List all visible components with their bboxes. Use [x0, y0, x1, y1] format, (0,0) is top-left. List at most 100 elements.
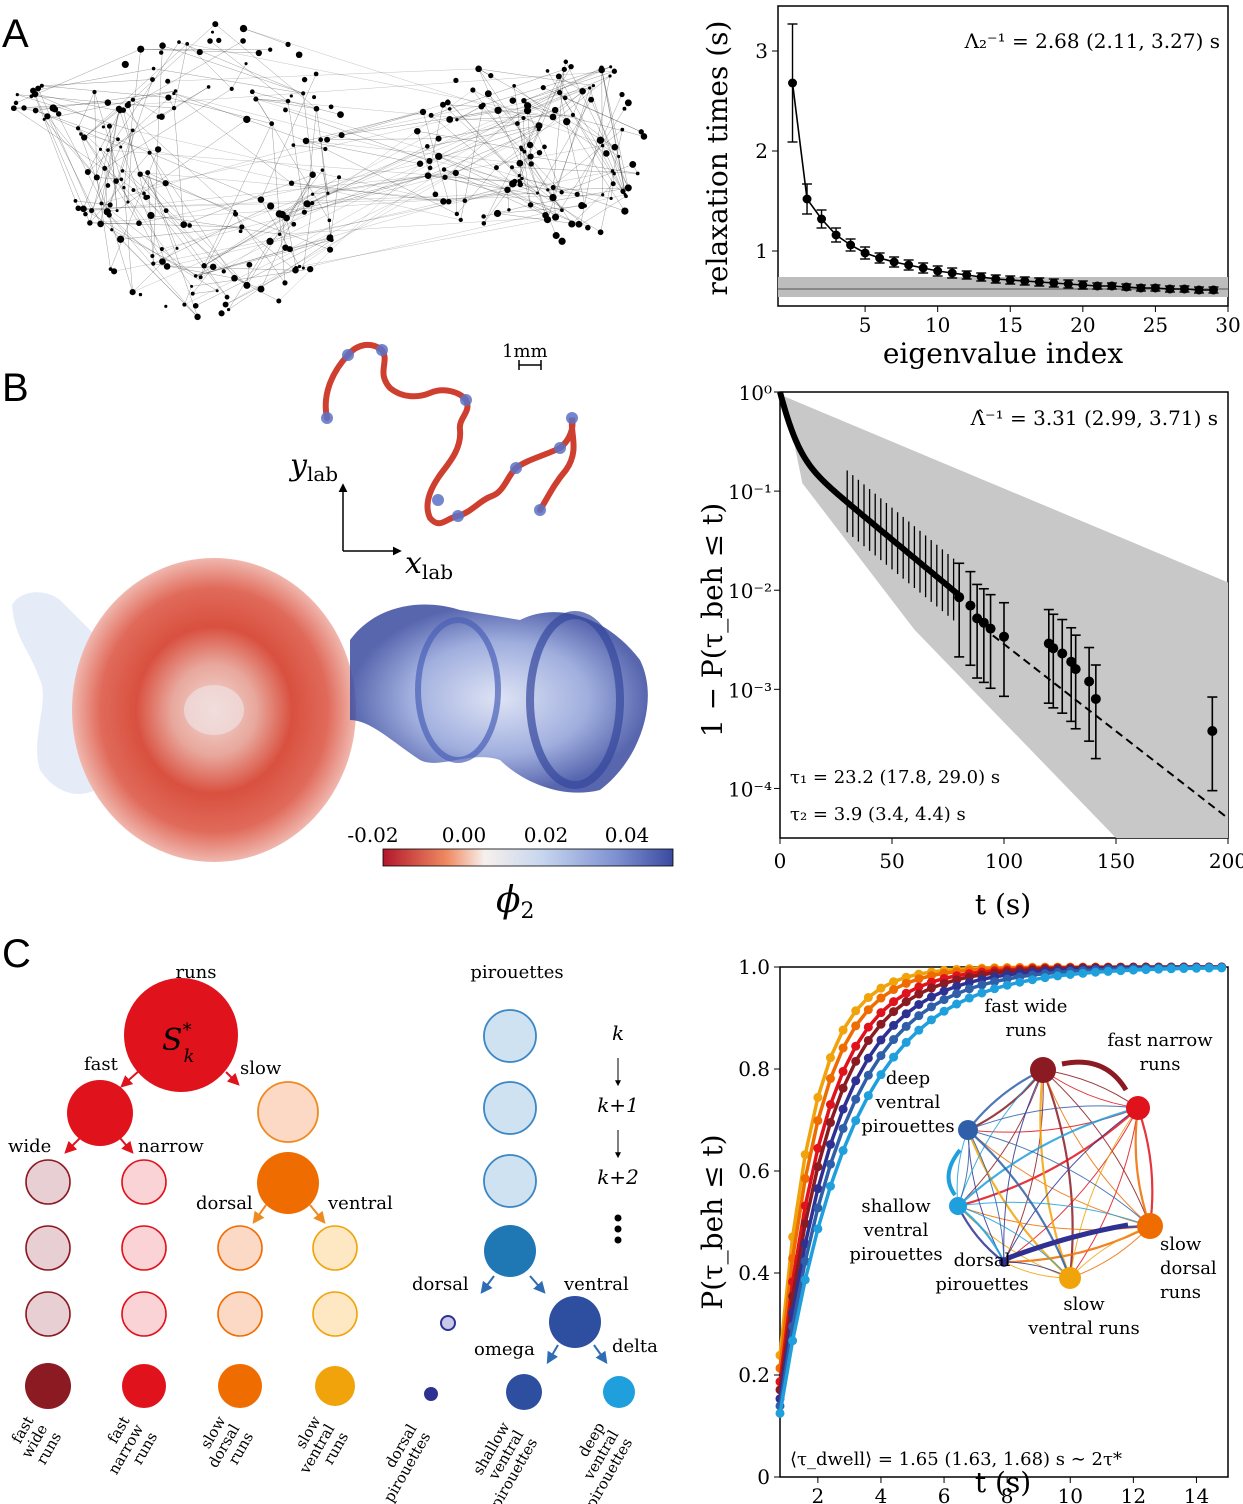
y-tick-label: 10⁻⁴: [728, 777, 772, 801]
cdf-point: [901, 1021, 911, 1031]
trajectory-path: [322, 341, 577, 527]
phi2-embedding: [12, 558, 648, 862]
cdf-point: [800, 1218, 810, 1228]
cdf-point: [939, 1006, 949, 1016]
cdf-point: [1179, 964, 1189, 974]
colorbar: -0.02 0.00 0.02 0.04 ϕ2: [347, 823, 674, 924]
chart-b-ylabel: 1 − P(τ_beh ≤ t): [696, 503, 729, 737]
y-tick-label: 0.4: [738, 1261, 770, 1285]
data-point: [965, 600, 976, 611]
transition-edge: [957, 1201, 1151, 1227]
cdf-point: [889, 977, 899, 987]
cdf-point: [914, 1025, 924, 1035]
data-point: [1121, 282, 1131, 292]
cdf-point: [1015, 977, 1025, 987]
data-point: [831, 230, 841, 240]
cdf-point: [800, 1174, 810, 1184]
y-tick-label: 0.2: [738, 1363, 770, 1387]
transition-edge: [1003, 1107, 1139, 1263]
leaf-node: [25, 1363, 71, 1409]
panel-label-a: A: [2, 12, 29, 56]
cdf-point: [1002, 974, 1012, 984]
transition-edge: [1042, 1069, 1151, 1227]
cdf-point: [952, 975, 962, 985]
leaf-node: [122, 1364, 166, 1408]
data-point: [1005, 275, 1015, 285]
data-point: [976, 272, 986, 282]
cdf-point: [825, 1100, 835, 1110]
tree-delta-label: delta: [612, 1336, 658, 1357]
x-tick-label: 0: [774, 849, 787, 873]
y-tick-label: 0.6: [738, 1159, 770, 1183]
cdf-point: [800, 1150, 810, 1160]
strong-edge: [1007, 1222, 1129, 1261]
cdf-point: [813, 1162, 823, 1172]
tree-p-dorsal-label: dorsal: [412, 1274, 469, 1295]
transition-edge: [1003, 1107, 1139, 1263]
tree-pirouettes-label: pirouettes: [470, 962, 563, 983]
cdf-point: [851, 1056, 861, 1066]
slow-node: [257, 1081, 319, 1143]
data-point: [860, 248, 870, 258]
inset-node: [1030, 1057, 1056, 1083]
colorbar-tick: 0.00: [442, 823, 487, 847]
inset-node: [1126, 1096, 1150, 1120]
cdf-series-line: [778, 965, 1222, 1356]
fit-line: [992, 634, 1229, 820]
data-point: [1090, 693, 1101, 704]
inset-node-label: deep ventral pirouettes: [861, 1068, 954, 1137]
noise-band: [778, 277, 1228, 297]
x-tick-label: 30: [1215, 313, 1240, 337]
cdf-point: [876, 993, 886, 1003]
x-tick-label: 4: [875, 1484, 888, 1504]
cdf-point: [926, 1015, 936, 1025]
cdf-point: [990, 984, 1000, 994]
cdf-point: [1166, 964, 1176, 974]
leaf-node: [603, 1376, 635, 1408]
leaf-label: fastnarrowruns: [90, 1413, 161, 1486]
cdf-point: [901, 1009, 911, 1019]
data-point: [889, 257, 899, 267]
tree-omega-label: omega: [474, 1339, 535, 1360]
cdf-point: [901, 997, 911, 1007]
cdf-point: [1040, 973, 1050, 983]
chart-a-annotation: Λ₂⁻¹ = 2.68 (2.11, 3.27) s: [964, 29, 1220, 53]
transition-edge: [1039, 1069, 1072, 1279]
tree-wide-label: wide: [8, 1136, 51, 1157]
transition-edge: [967, 1129, 1005, 1263]
cdf-point: [914, 974, 924, 984]
tree-fast-label: fast: [84, 1054, 119, 1075]
data-point: [1034, 277, 1044, 287]
data-point: [1092, 281, 1102, 291]
panel-label-c: C: [2, 932, 31, 976]
transition-edge: [1042, 1069, 1151, 1227]
strong-edge: [1061, 1059, 1129, 1092]
transition-edge: [957, 1107, 1139, 1208]
data-point: [1150, 283, 1160, 293]
cdf-point: [851, 1006, 861, 1016]
cdf-point: [964, 977, 974, 987]
cdf-point: [914, 989, 924, 999]
inset-node-label: fast wide runs: [985, 996, 1068, 1041]
cdf-point: [863, 1053, 873, 1063]
cdf-point: [838, 1104, 848, 1114]
cdf-point: [863, 1070, 873, 1080]
cdf-point: [977, 988, 987, 998]
cdf-point: [851, 1094, 861, 1104]
x-tick-label: 100: [985, 849, 1023, 873]
x-tick-label: 14: [1184, 1484, 1209, 1504]
x-tick-label: 10: [1058, 1484, 1083, 1504]
data-point: [1179, 284, 1189, 294]
pirouettes-parent-node: [484, 1225, 536, 1277]
y-tick-label: 10⁻²: [728, 579, 772, 603]
data-point: [1066, 656, 1077, 667]
dwell-cdf-chart: ⟨τ_dwell⟩ = 1.65 (1.63, 1.68) s ∼ 2τ* t …: [696, 955, 1229, 1504]
data-point: [788, 78, 798, 88]
data-point: [991, 274, 1001, 284]
cdf-point: [1116, 966, 1126, 976]
cdf-point: [1204, 963, 1214, 973]
cdf-point: [1217, 963, 1227, 973]
inset-node: [1137, 1213, 1163, 1239]
chart-c-xlabel: t (s): [975, 1466, 1031, 1499]
cdf-point: [838, 1066, 848, 1076]
